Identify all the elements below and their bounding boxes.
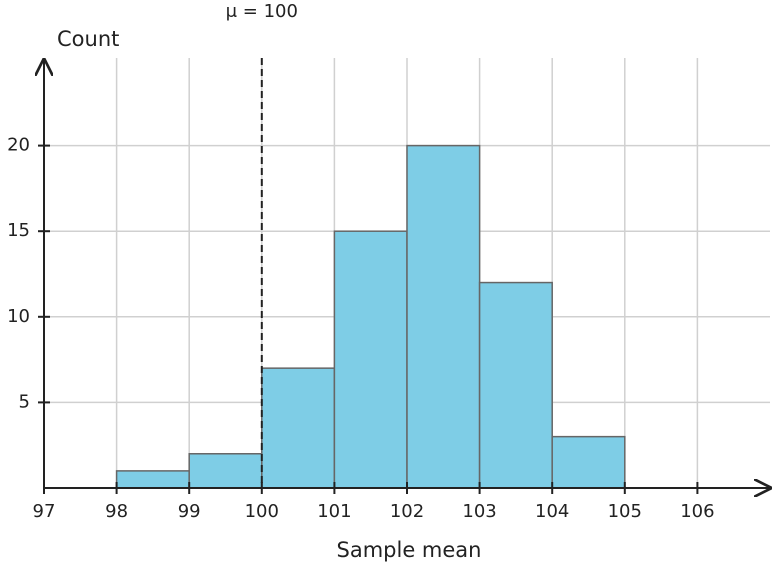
x-axis-label: Sample mean: [337, 538, 482, 562]
x-tick-label: 97: [33, 501, 56, 522]
y-axis-label: Count: [57, 27, 119, 51]
bar: [333, 230, 408, 489]
x-tick-label: 101: [317, 501, 351, 522]
x-tick-label: 103: [462, 501, 496, 522]
y-tick-label: 5: [19, 391, 30, 412]
x-tick-label: 105: [608, 501, 642, 522]
x-tick-label: 100: [245, 501, 279, 522]
bar: [261, 367, 336, 489]
x-tick-label: 104: [535, 501, 569, 522]
y-tick-label: 15: [7, 220, 30, 241]
bar: [115, 470, 190, 489]
x-tick-label: 99: [178, 501, 201, 522]
bar: [551, 435, 626, 489]
x-tick-label: 102: [390, 501, 424, 522]
y-tick-label: 10: [7, 306, 30, 327]
bar: [406, 144, 481, 489]
bar: [188, 453, 263, 489]
y-tick-label: 20: [7, 135, 30, 156]
x-tick-label: 98: [105, 501, 128, 522]
annotation: μ = 100: [226, 1, 298, 22]
bar: [478, 281, 553, 489]
x-tick-label: 106: [680, 501, 714, 522]
